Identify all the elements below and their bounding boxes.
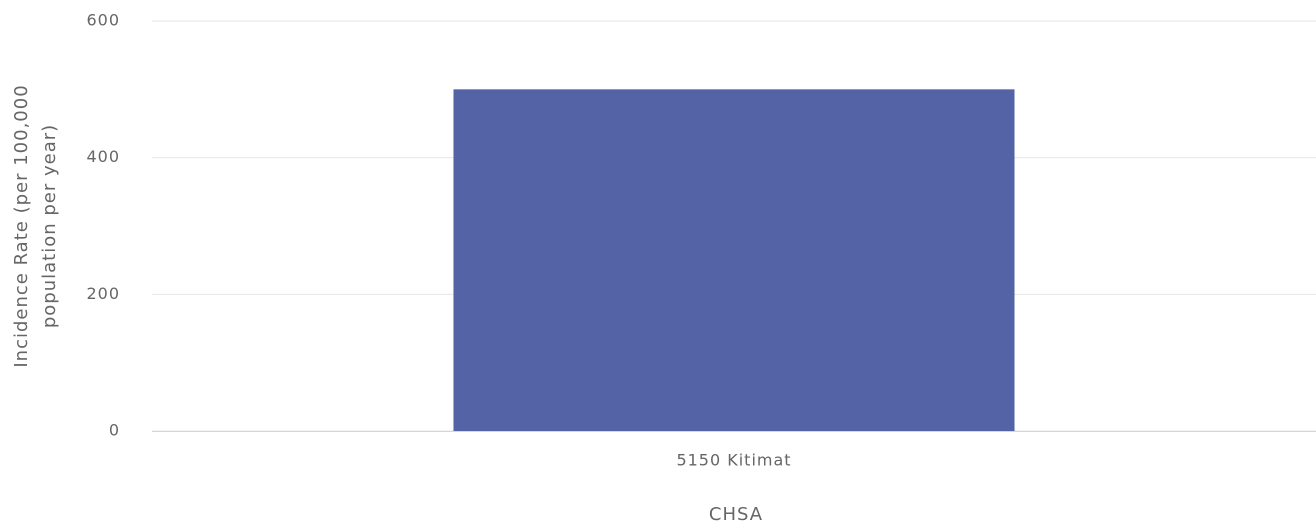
y-tick-label: 200 bbox=[86, 284, 120, 303]
x-axis-title: CHSA bbox=[709, 504, 763, 523]
y-axis-title: Incidence Rate (per 100,000 bbox=[11, 84, 32, 367]
y-tick-label: 0 bbox=[109, 421, 120, 440]
y-axis-title: population per year) bbox=[39, 124, 60, 328]
bar bbox=[453, 89, 1015, 431]
x-tick-label: 5150 Kitimat bbox=[676, 451, 791, 470]
y-tick-label: 400 bbox=[86, 147, 120, 166]
y-tick-label: 600 bbox=[86, 11, 120, 30]
